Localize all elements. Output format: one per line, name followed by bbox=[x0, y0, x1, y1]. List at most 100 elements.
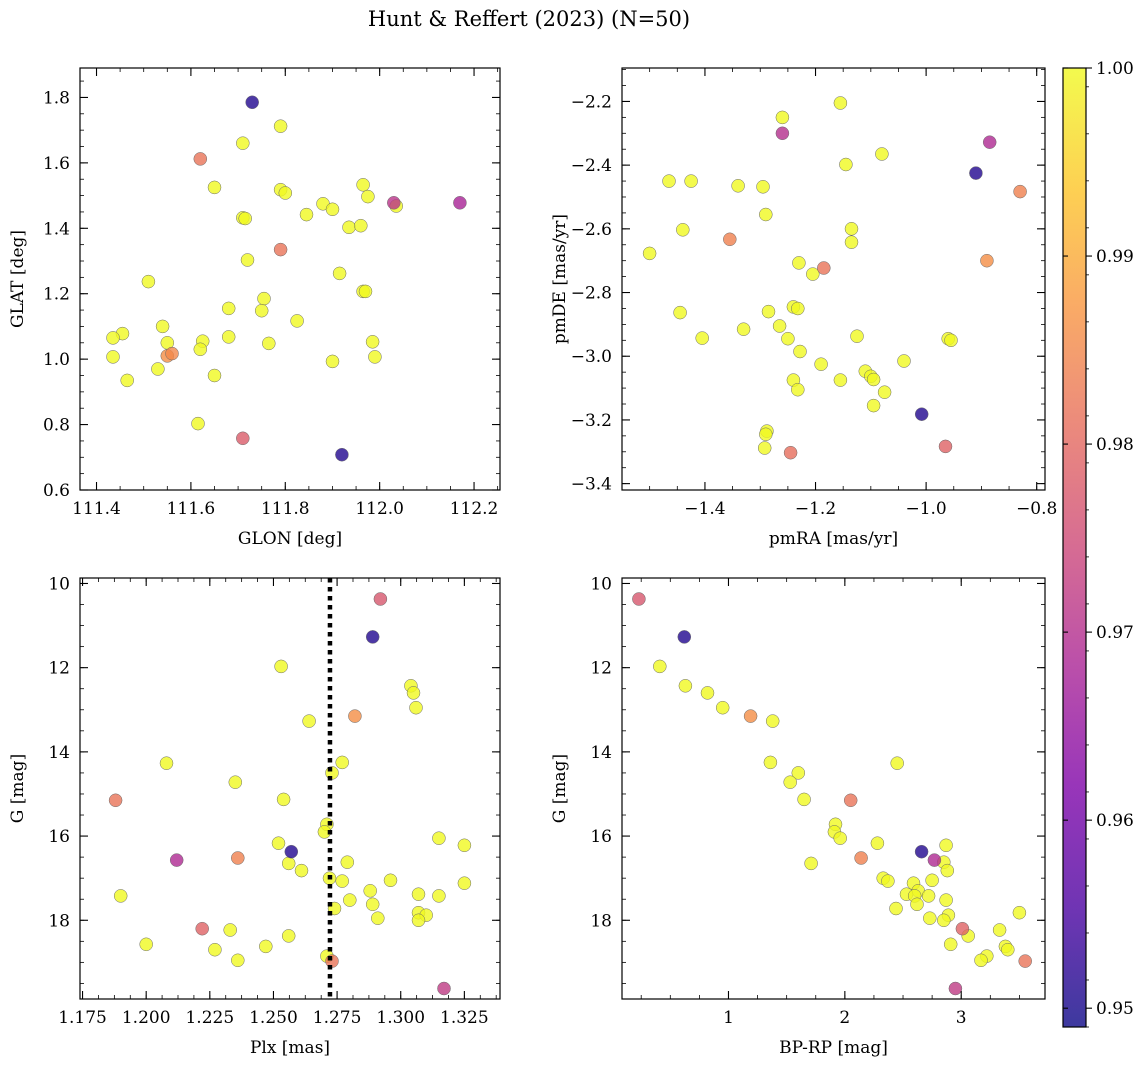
axes-frame bbox=[621, 577, 1046, 1000]
scatter-point bbox=[806, 267, 820, 281]
x-tick-label: −1.2 bbox=[795, 499, 836, 519]
scatter-point bbox=[387, 196, 401, 210]
scatter-point bbox=[877, 385, 892, 399]
x-tick-label: 1.200 bbox=[122, 1008, 171, 1028]
scatter-point bbox=[943, 937, 958, 952]
scatter-point bbox=[673, 305, 687, 320]
scatter-point bbox=[833, 831, 847, 845]
scatter-point bbox=[221, 330, 236, 344]
scatter-point bbox=[371, 911, 385, 925]
scatter-point bbox=[1018, 954, 1032, 968]
scatter-point bbox=[757, 441, 772, 455]
y-tick-label: 1.6 bbox=[43, 154, 70, 174]
scatter-point bbox=[980, 253, 994, 268]
y-axis-label: pmDE [mas/yr] bbox=[550, 214, 570, 344]
scatter-point bbox=[290, 314, 304, 328]
colorbar-tick-label: 0.98 bbox=[1096, 435, 1134, 455]
scatter-point bbox=[271, 836, 286, 850]
y-tick-label: 10 bbox=[48, 574, 70, 594]
scatter-point bbox=[939, 838, 953, 853]
scatter-point bbox=[793, 344, 807, 359]
axes-frame bbox=[79, 577, 501, 1000]
scatter-point bbox=[939, 893, 953, 907]
scatter-point bbox=[854, 851, 868, 865]
panel-plx-g: 1.175 1.200 1.225 1.250 1.275 1.300 1.325 10 12 1… bbox=[8, 574, 501, 1058]
panel-glon-glat: 111.4 111.6 111.8 112.0 112.2 0.6 0.8 1.0 1.2 1.4… bbox=[8, 67, 501, 549]
scatter-point bbox=[756, 180, 770, 194]
scatter-point bbox=[765, 714, 780, 728]
scatter-point bbox=[925, 873, 939, 888]
scatter-point bbox=[881, 874, 895, 888]
scatter-point bbox=[169, 853, 184, 867]
scatter-point bbox=[276, 792, 291, 807]
y-tick-label: 0.8 bbox=[43, 416, 70, 436]
scatter-point bbox=[365, 335, 380, 349]
scatter-point bbox=[358, 284, 373, 299]
scatter-point bbox=[302, 714, 316, 728]
axes-frame bbox=[621, 67, 1046, 491]
scatter-point bbox=[141, 274, 156, 289]
scatter-point bbox=[240, 253, 255, 267]
y-axis-label: G [mag] bbox=[8, 754, 28, 823]
scatter-point bbox=[409, 700, 423, 715]
scatter-point bbox=[676, 223, 690, 237]
x-tick-label: 1.225 bbox=[185, 1008, 234, 1028]
scatter-point bbox=[231, 953, 245, 968]
scatter-point bbox=[207, 180, 222, 195]
scatter-point bbox=[457, 876, 472, 890]
scatter-point bbox=[844, 235, 859, 249]
x-tick-label: 2 bbox=[839, 1008, 850, 1028]
scatter-point bbox=[383, 873, 398, 888]
scatter-point bbox=[662, 174, 676, 188]
scatter-point bbox=[759, 427, 773, 442]
y-tick-label: 14 bbox=[48, 743, 70, 763]
scatter-point bbox=[974, 953, 988, 968]
scatter-point bbox=[373, 592, 388, 606]
y-tick-label: 0.6 bbox=[43, 481, 70, 501]
scatter-point bbox=[921, 889, 936, 903]
scatter-point bbox=[354, 218, 368, 233]
scatter-point bbox=[843, 793, 858, 808]
y-tick-label: 18 bbox=[590, 911, 612, 931]
x-tick-label: 1.175 bbox=[58, 1008, 107, 1028]
scatter-point bbox=[695, 331, 709, 345]
scatter-point bbox=[723, 232, 737, 247]
scatter-point bbox=[684, 174, 698, 188]
scatter-point bbox=[1001, 942, 1015, 957]
scatter-point bbox=[325, 354, 340, 369]
scatter-point bbox=[632, 592, 646, 606]
scatter-point bbox=[284, 844, 299, 859]
colorbar-tick-label: 0.97 bbox=[1096, 623, 1134, 643]
scatter-point bbox=[982, 135, 997, 149]
scatter-point bbox=[791, 766, 806, 780]
scatter-point bbox=[940, 863, 955, 878]
scatter-point bbox=[453, 196, 467, 210]
scatter-point bbox=[208, 942, 222, 957]
scatter-point bbox=[866, 398, 881, 413]
scatter-point bbox=[783, 775, 797, 789]
scatter-point bbox=[365, 897, 380, 912]
scatter-point bbox=[804, 856, 818, 871]
scatter-point bbox=[361, 189, 375, 204]
y-tick-label: 16 bbox=[48, 827, 70, 847]
y-tick-label: 10 bbox=[590, 574, 612, 594]
scatter-point bbox=[332, 266, 347, 281]
y-tick-label: 1.0 bbox=[43, 350, 70, 370]
scatter-point bbox=[193, 152, 208, 166]
scatter-point bbox=[254, 303, 269, 318]
scatter-point bbox=[457, 838, 472, 853]
scatter-point bbox=[875, 147, 889, 161]
scatter-point bbox=[955, 921, 970, 936]
y-tick-label: −3.2 bbox=[571, 411, 612, 431]
scatter-point bbox=[363, 884, 377, 898]
scatter-point bbox=[844, 222, 859, 236]
scatter-point bbox=[411, 887, 426, 901]
axes-frame bbox=[79, 67, 501, 491]
scatter-point bbox=[278, 186, 293, 200]
scatter-point bbox=[191, 416, 205, 431]
scatter-point bbox=[238, 211, 252, 226]
scatter-point bbox=[113, 889, 128, 903]
scatter-point bbox=[763, 755, 778, 770]
scatter-point bbox=[783, 445, 798, 460]
